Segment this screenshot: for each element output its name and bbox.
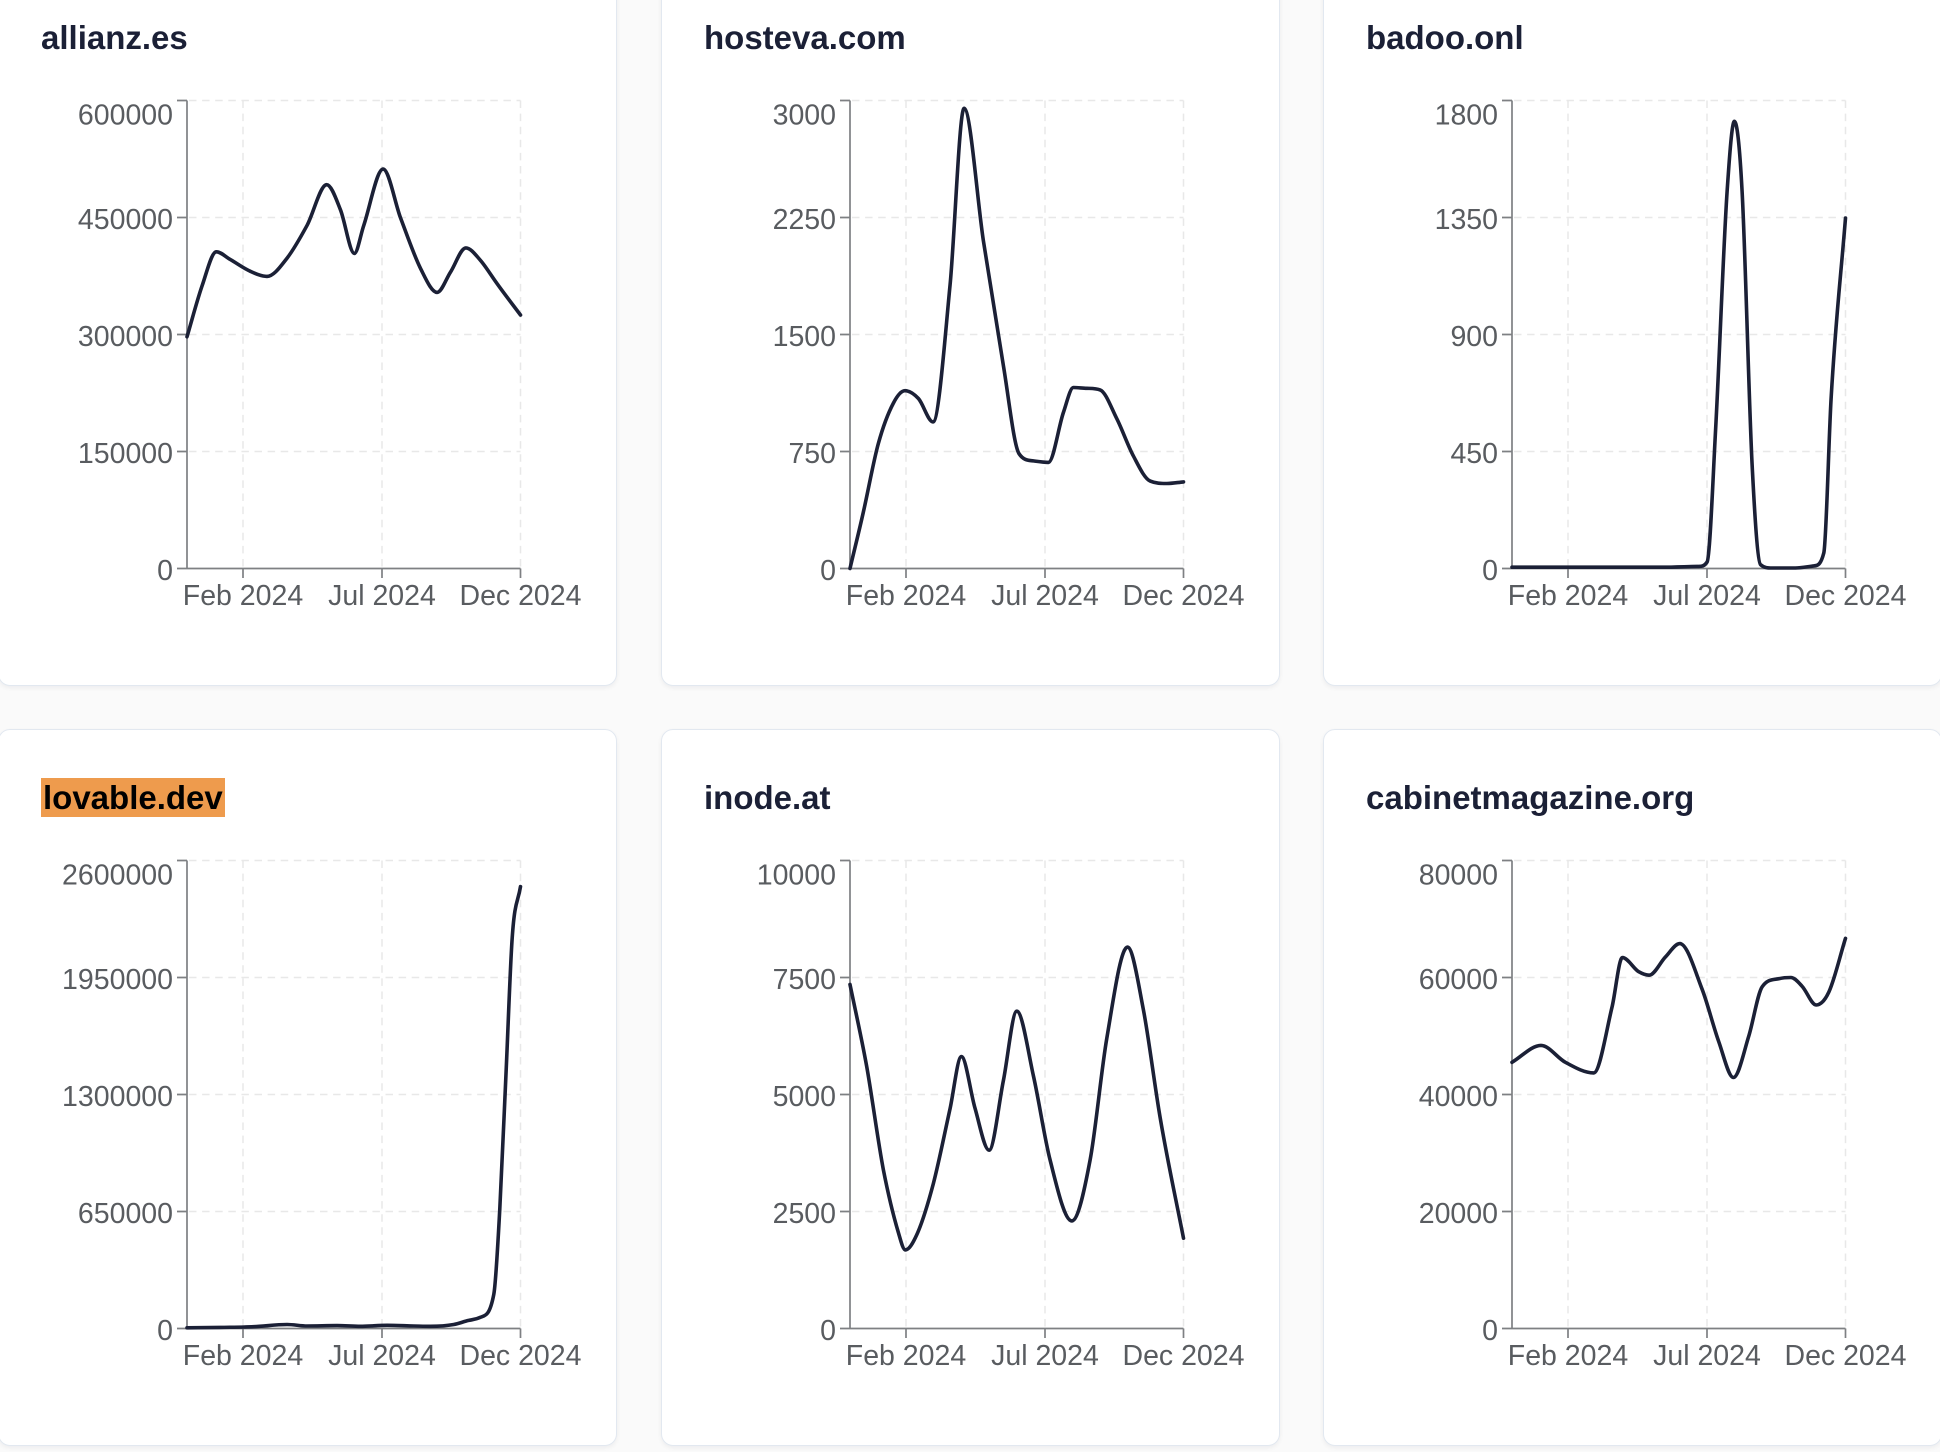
svg-text:300000: 300000 xyxy=(78,321,173,353)
svg-text:2500: 2500 xyxy=(772,1198,835,1230)
svg-text:600000: 600000 xyxy=(78,99,173,131)
svg-text:2250: 2250 xyxy=(772,204,835,236)
svg-text:Feb 2024: Feb 2024 xyxy=(845,580,966,612)
svg-text:1800: 1800 xyxy=(1435,99,1498,131)
svg-text:1300000: 1300000 xyxy=(62,1081,173,1113)
svg-text:3000: 3000 xyxy=(772,99,835,131)
svg-text:Jul 2024: Jul 2024 xyxy=(1653,1340,1761,1372)
svg-text:0: 0 xyxy=(1482,555,1498,587)
svg-text:10000: 10000 xyxy=(756,860,835,892)
svg-text:150000: 150000 xyxy=(78,438,173,470)
svg-text:0: 0 xyxy=(820,555,836,587)
svg-text:900: 900 xyxy=(1450,321,1498,353)
svg-text:80000: 80000 xyxy=(1419,860,1498,892)
svg-text:2600000: 2600000 xyxy=(62,860,173,892)
svg-text:750: 750 xyxy=(788,438,836,470)
svg-text:Jul 2024: Jul 2024 xyxy=(1653,580,1761,612)
svg-text:450000: 450000 xyxy=(78,204,173,236)
svg-text:60000: 60000 xyxy=(1419,964,1498,996)
svg-text:20000: 20000 xyxy=(1419,1198,1498,1230)
svg-text:450: 450 xyxy=(1450,438,1498,470)
svg-text:Feb 2024: Feb 2024 xyxy=(1508,1340,1629,1372)
svg-text:Dec 2024: Dec 2024 xyxy=(1122,1340,1244,1372)
svg-text:Feb 2024: Feb 2024 xyxy=(183,580,304,612)
svg-text:Feb 2024: Feb 2024 xyxy=(845,1340,966,1372)
svg-text:650000: 650000 xyxy=(78,1198,173,1230)
svg-text:Dec 2024: Dec 2024 xyxy=(1784,1340,1906,1372)
svg-text:0: 0 xyxy=(1482,1315,1498,1347)
svg-text:0: 0 xyxy=(157,1315,173,1347)
svg-text:Dec 2024: Dec 2024 xyxy=(1122,580,1244,612)
svg-text:40000: 40000 xyxy=(1419,1081,1498,1113)
svg-text:5000: 5000 xyxy=(772,1081,835,1113)
svg-text:7500: 7500 xyxy=(772,964,835,996)
svg-text:1350: 1350 xyxy=(1435,204,1498,236)
svg-text:Jul 2024: Jul 2024 xyxy=(328,1340,436,1372)
svg-text:Dec 2024: Dec 2024 xyxy=(459,1340,581,1372)
svg-text:Dec 2024: Dec 2024 xyxy=(459,580,581,612)
svg-text:Jul 2024: Jul 2024 xyxy=(991,580,1099,612)
svg-text:0: 0 xyxy=(820,1315,836,1347)
svg-text:Dec 2024: Dec 2024 xyxy=(1784,580,1906,612)
svg-text:1950000: 1950000 xyxy=(62,964,173,996)
svg-text:Feb 2024: Feb 2024 xyxy=(1508,580,1629,612)
svg-text:Feb 2024: Feb 2024 xyxy=(183,1340,304,1372)
svg-text:1500: 1500 xyxy=(772,321,835,353)
svg-text:Jul 2024: Jul 2024 xyxy=(991,1340,1099,1372)
svg-text:Jul 2024: Jul 2024 xyxy=(328,580,436,612)
svg-text:0: 0 xyxy=(157,555,173,587)
